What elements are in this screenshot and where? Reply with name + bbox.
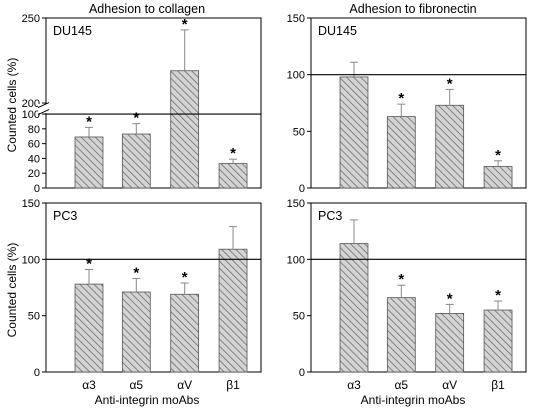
y-tick-label: 50 xyxy=(28,311,40,323)
bar xyxy=(339,76,369,189)
y-tick-label: 150 xyxy=(22,198,40,210)
panel-frame xyxy=(310,17,527,189)
significance-star: * xyxy=(447,75,453,92)
significance-star: * xyxy=(495,287,501,304)
significance-star: * xyxy=(133,110,139,127)
category-label: αV xyxy=(177,378,192,392)
x-axis-label-left: Anti-integrin moAbs xyxy=(95,393,200,407)
significance-star: * xyxy=(86,113,92,130)
significance-star: * xyxy=(495,147,501,164)
y-tick-label: 80 xyxy=(28,124,40,136)
y-tick-label: 60 xyxy=(28,139,40,151)
bar xyxy=(121,291,151,373)
y-tick-label: 150 xyxy=(287,198,305,210)
category-label: β1 xyxy=(226,378,240,392)
y-tick-label: 100 xyxy=(287,254,305,266)
chart-panel-2: 0 50 100 150 * * * DU145 xyxy=(287,13,527,195)
y-tick-label: 200 xyxy=(22,98,40,110)
y-tick-label: 0 xyxy=(299,367,305,379)
significance-star: * xyxy=(133,264,139,281)
y-tick-label: 100 xyxy=(22,109,40,121)
significance-star: * xyxy=(182,16,188,33)
bar xyxy=(483,309,513,373)
y-axis-label-top: Counted cells (%) xyxy=(5,58,19,153)
y-tick-label: 250 xyxy=(22,13,40,25)
significance-star: * xyxy=(182,269,188,286)
category-label: β1 xyxy=(491,378,505,392)
panel-label: DU145 xyxy=(53,24,92,38)
axis-break-gap xyxy=(38,104,50,114)
x-axis-label-right: Anti-integrin moAbs xyxy=(361,393,466,407)
panel-label: DU145 xyxy=(318,24,357,38)
significance-star: * xyxy=(230,145,236,162)
bar xyxy=(386,116,416,189)
panel-label: PC3 xyxy=(53,209,77,223)
y-tick-label: 50 xyxy=(293,126,305,138)
bar xyxy=(386,297,416,373)
significance-star: * xyxy=(86,255,92,272)
category-label: α3 xyxy=(347,378,361,392)
chart-panel-4: 0 50 100 150 * * * PC3 α3 α5 αV β1 xyxy=(287,198,527,392)
y-tick-label: 0 xyxy=(34,183,40,195)
left-column-title: Adhesion to collagen xyxy=(89,2,205,16)
significance-star: * xyxy=(398,90,404,107)
panel-label: PC3 xyxy=(318,209,342,223)
bar xyxy=(74,136,104,189)
bar xyxy=(483,166,513,189)
bar xyxy=(170,293,200,373)
right-column-title: Adhesion to fibronectin xyxy=(349,2,476,16)
y-tick-label: 150 xyxy=(287,13,305,25)
axis-break-mark xyxy=(37,102,50,109)
y-tick-label: 0 xyxy=(34,367,40,379)
y-tick-label: 20 xyxy=(28,168,40,180)
bar xyxy=(218,248,248,373)
y-tick-label: 40 xyxy=(28,153,40,165)
bar xyxy=(74,283,104,373)
bar xyxy=(121,133,151,189)
category-label: α5 xyxy=(394,378,408,392)
bar xyxy=(339,243,369,373)
significance-star: * xyxy=(447,290,453,307)
axis-break-mark xyxy=(37,109,50,116)
panel-frame xyxy=(45,202,262,373)
category-label: α5 xyxy=(129,378,143,392)
panel-frame xyxy=(310,202,527,373)
y-tick-label: 0 xyxy=(299,183,305,195)
bar xyxy=(435,104,465,189)
bar xyxy=(170,70,200,189)
bar xyxy=(218,163,248,189)
y-tick-label: 50 xyxy=(293,311,305,323)
significance-star: * xyxy=(398,271,404,288)
y-tick-label: 100 xyxy=(287,70,305,82)
category-label: αV xyxy=(442,378,457,392)
category-label: α3 xyxy=(82,378,96,392)
y-tick-label: 100 xyxy=(22,254,40,266)
y-axis-label-bottom: Counted cells (%) xyxy=(5,243,19,338)
bar xyxy=(435,313,465,373)
chart-panel-3: 0 50 100 150 * * * PC3 α3 α5 αV β1 xyxy=(22,198,262,392)
